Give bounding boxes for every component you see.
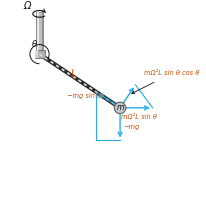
Text: L: L	[70, 69, 76, 79]
Bar	[35, 50, 38, 58]
Text: mΩ²L sin θ cos θ: mΩ²L sin θ cos θ	[144, 70, 199, 76]
Bar	[42, 12, 43, 56]
Text: Ω: Ω	[23, 1, 31, 11]
Text: −mg sin θ: −mg sin θ	[67, 93, 102, 99]
Text: −mg: −mg	[123, 124, 139, 130]
Bar	[35, 50, 44, 58]
Circle shape	[114, 102, 126, 114]
Bar	[37, 12, 39, 56]
Text: m: m	[116, 103, 124, 112]
Text: mΩ²L sin θ: mΩ²L sin θ	[121, 114, 157, 120]
Bar	[36, 12, 43, 56]
Text: θ: θ	[32, 40, 37, 49]
